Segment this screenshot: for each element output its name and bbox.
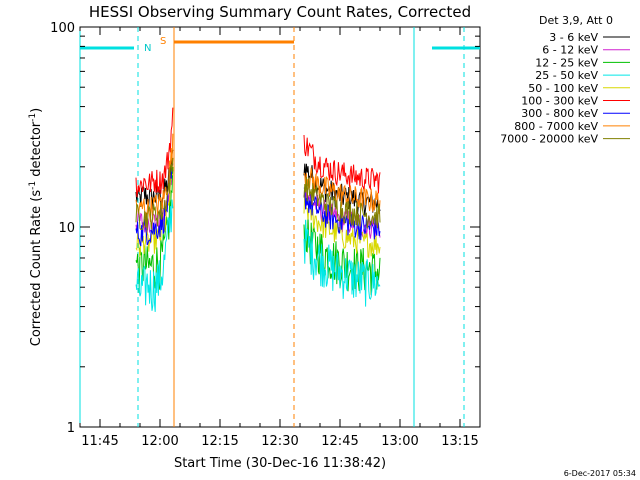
- legend-label-1: 6 - 12 keV: [542, 44, 598, 57]
- series-5-segment-1: [303, 134, 381, 194]
- x-tick-label-3: 12:30: [261, 434, 298, 449]
- x-tick-label-6: 13:15: [441, 434, 478, 449]
- legend-label-3: 25 - 50 keV: [535, 69, 598, 82]
- y-axis-label: Corrected Count Rate (s-1 detector-1): [28, 108, 44, 346]
- x-tick-label-0: 11:45: [81, 434, 118, 449]
- s-label: S: [160, 36, 166, 47]
- series-2-segment-1: [303, 215, 381, 296]
- x-tick-label-2: 12:15: [201, 434, 238, 449]
- series-5-segment-0: [135, 107, 174, 197]
- legend-header: Det 3,9, Att 0: [539, 14, 613, 27]
- legend-label-6: 300 - 800 keV: [521, 107, 598, 120]
- series-2-segment-0: [135, 166, 174, 293]
- legend-label-4: 50 - 100 keV: [528, 82, 598, 95]
- orbit-annotations: NS: [79, 27, 480, 427]
- series-group: [135, 107, 381, 312]
- legend-label-8: 7000 - 20000 keV: [500, 133, 598, 146]
- x-tick-label-1: 12:00: [141, 434, 178, 449]
- legend-label-7: 800 - 7000 keV: [514, 120, 598, 133]
- legend-label-0: 3 - 6 keV: [549, 31, 598, 44]
- y-axis-label-main: Corrected Count Rate (s: [29, 190, 44, 347]
- chart-title: HESSI Observing Summary Count Rates, Cor…: [89, 3, 471, 21]
- series-3-segment-0: [135, 199, 174, 312]
- footer-date: 6-Dec-2017 05:34: [564, 469, 636, 478]
- series-8-segment-0: [135, 157, 174, 231]
- y-tick-label-2: 100: [50, 21, 75, 36]
- series-8-segment-1: [303, 176, 381, 229]
- y-axis-label-sup2: -1: [28, 113, 38, 122]
- y-tick-label-0: 1: [67, 421, 75, 436]
- night-label: N: [144, 43, 151, 54]
- x-tick-label-5: 13:00: [381, 434, 418, 449]
- x-tick-label-4: 12:45: [321, 434, 358, 449]
- series-6-segment-0: [135, 163, 174, 247]
- x-axis-label: Start Time (30-Dec-16 11:38:42): [174, 456, 386, 471]
- legend-label-2: 12 - 25 keV: [535, 56, 598, 69]
- legend-label-5: 100 - 300 keV: [521, 95, 598, 108]
- y-axis-label-end: ): [29, 108, 44, 113]
- series-3-segment-1: [303, 219, 381, 307]
- y-axis-label-mid: detector: [29, 121, 44, 181]
- series-4-segment-1: [303, 193, 381, 259]
- axes: 11:45 12:00 12:15 12:30 12:45 13:00 13:15 1 10 10…: [50, 21, 481, 449]
- y-tick-label-1: 10: [58, 221, 75, 236]
- y-axis-label-sup1: -1: [28, 181, 38, 190]
